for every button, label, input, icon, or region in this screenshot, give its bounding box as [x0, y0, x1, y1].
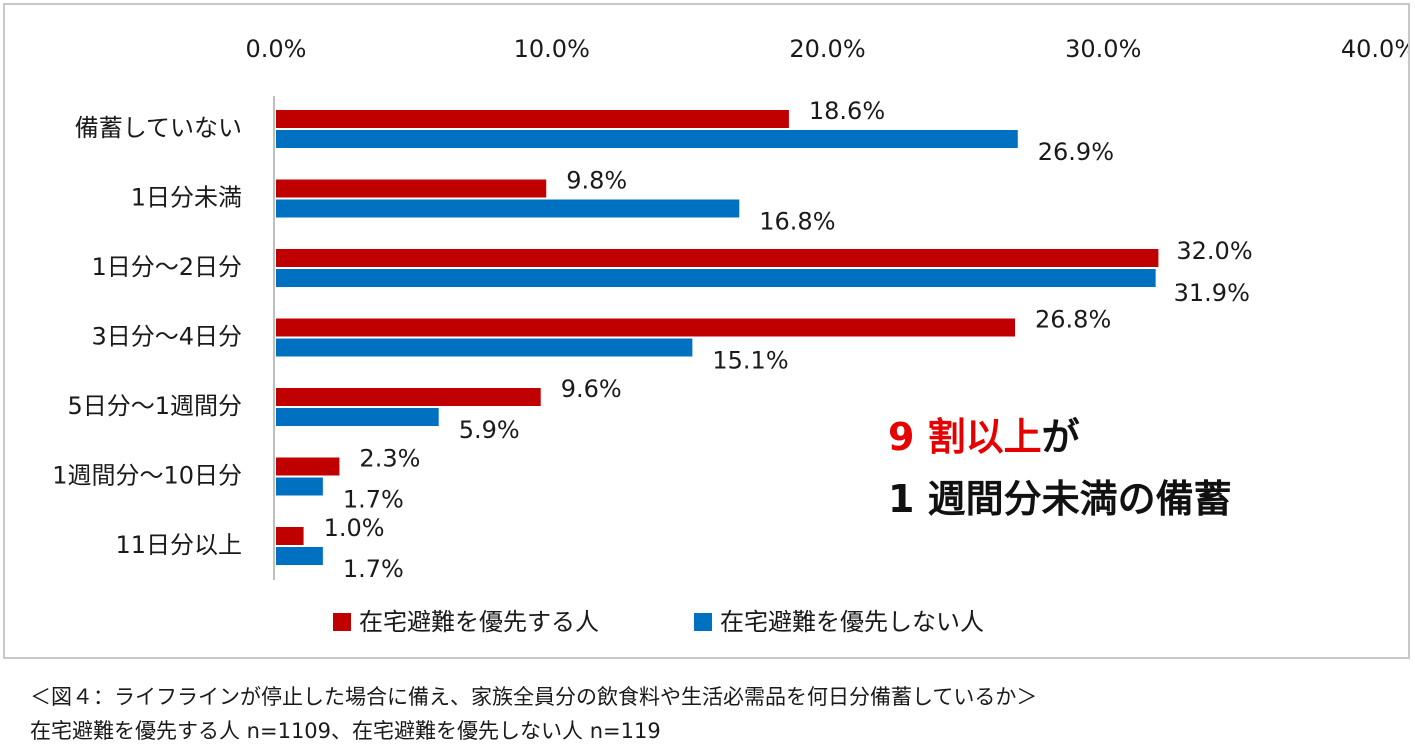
- bar-non-priority-home: [276, 547, 323, 565]
- legend-label: 在宅避難を優先しない人: [720, 608, 984, 636]
- x-tick-label: 10.0%: [514, 35, 590, 63]
- annotation-line1: 9 割以上が: [888, 415, 1080, 459]
- data-label: 15.1%: [712, 347, 788, 375]
- data-label: 26.8%: [1035, 306, 1111, 334]
- category-label: 1週間分～10日分: [52, 462, 242, 490]
- bar-non-priority-home: [276, 199, 740, 218]
- data-label: 32.0%: [1176, 237, 1252, 265]
- data-label: 26.9%: [1038, 138, 1114, 166]
- chart-frame: 0.0% 10.0% 20.0% 30.0% 40.0% 備蓄していない 18.6% 26.9…: [3, 3, 1410, 659]
- data-label: 31.9%: [1174, 279, 1250, 307]
- legend-swatch-priority-home: [333, 613, 351, 631]
- bar-non-priority-home: [276, 408, 439, 426]
- legend-label: 在宅避難を優先する人: [359, 608, 599, 636]
- data-label: 1.7%: [343, 486, 404, 514]
- bar-non-priority-home: [276, 130, 1018, 148]
- data-label: 1.0%: [324, 514, 385, 542]
- category-label: 5日分～1週間分: [67, 392, 242, 420]
- data-label: 1.7%: [343, 555, 404, 583]
- bar-priority-home: [276, 318, 1016, 337]
- bar-non-priority-home: [276, 477, 323, 496]
- category-label: 1日分未満: [131, 184, 242, 212]
- x-tick-label: 20.0%: [789, 35, 865, 63]
- x-tick-label: 40.0%: [1341, 35, 1408, 63]
- bar-priority-home: [276, 249, 1159, 267]
- legend-swatch-non-priority-home: [694, 613, 712, 631]
- bar-priority-home: [276, 457, 340, 476]
- sample-size-note: 在宅避難を優先する人 n=1109、在宅避難を優先しない人 n=119: [30, 719, 661, 743]
- bar-priority-home: [276, 179, 547, 198]
- data-label: 9.6%: [561, 375, 622, 403]
- bar-priority-home: [276, 110, 789, 128]
- annotation-suffix: が: [1042, 415, 1080, 459]
- category-label: 3日分～4日分: [91, 323, 242, 351]
- data-label: 5.9%: [459, 416, 520, 444]
- bar-chart: 0.0% 10.0% 20.0% 30.0% 40.0% 備蓄していない 18.6% 26.9…: [52, 35, 1408, 636]
- x-tick-label: 0.0%: [246, 35, 307, 63]
- category-label: 1日分～2日分: [91, 253, 242, 281]
- figure-caption: ＜図４：ライフラインが停止した場合に備え、家族全員分の飲食料や生活必需品を何日分…: [30, 685, 1038, 709]
- annotation-highlight: 9 割以上: [888, 415, 1042, 459]
- x-tick-label: 30.0%: [1065, 35, 1141, 63]
- category-label: 備蓄していない: [75, 114, 242, 142]
- data-label: 9.8%: [566, 167, 627, 195]
- bar-priority-home: [276, 527, 304, 545]
- data-label: 16.8%: [759, 208, 835, 236]
- data-label: 2.3%: [359, 445, 420, 473]
- data-label: 18.6%: [809, 97, 885, 125]
- annotation-line2: 1 週間分未満の備蓄: [888, 477, 1232, 521]
- bar-non-priority-home: [276, 269, 1156, 287]
- bar-non-priority-home: [276, 338, 693, 357]
- category-label: 11日分以上: [115, 531, 242, 559]
- bar-priority-home: [276, 388, 541, 406]
